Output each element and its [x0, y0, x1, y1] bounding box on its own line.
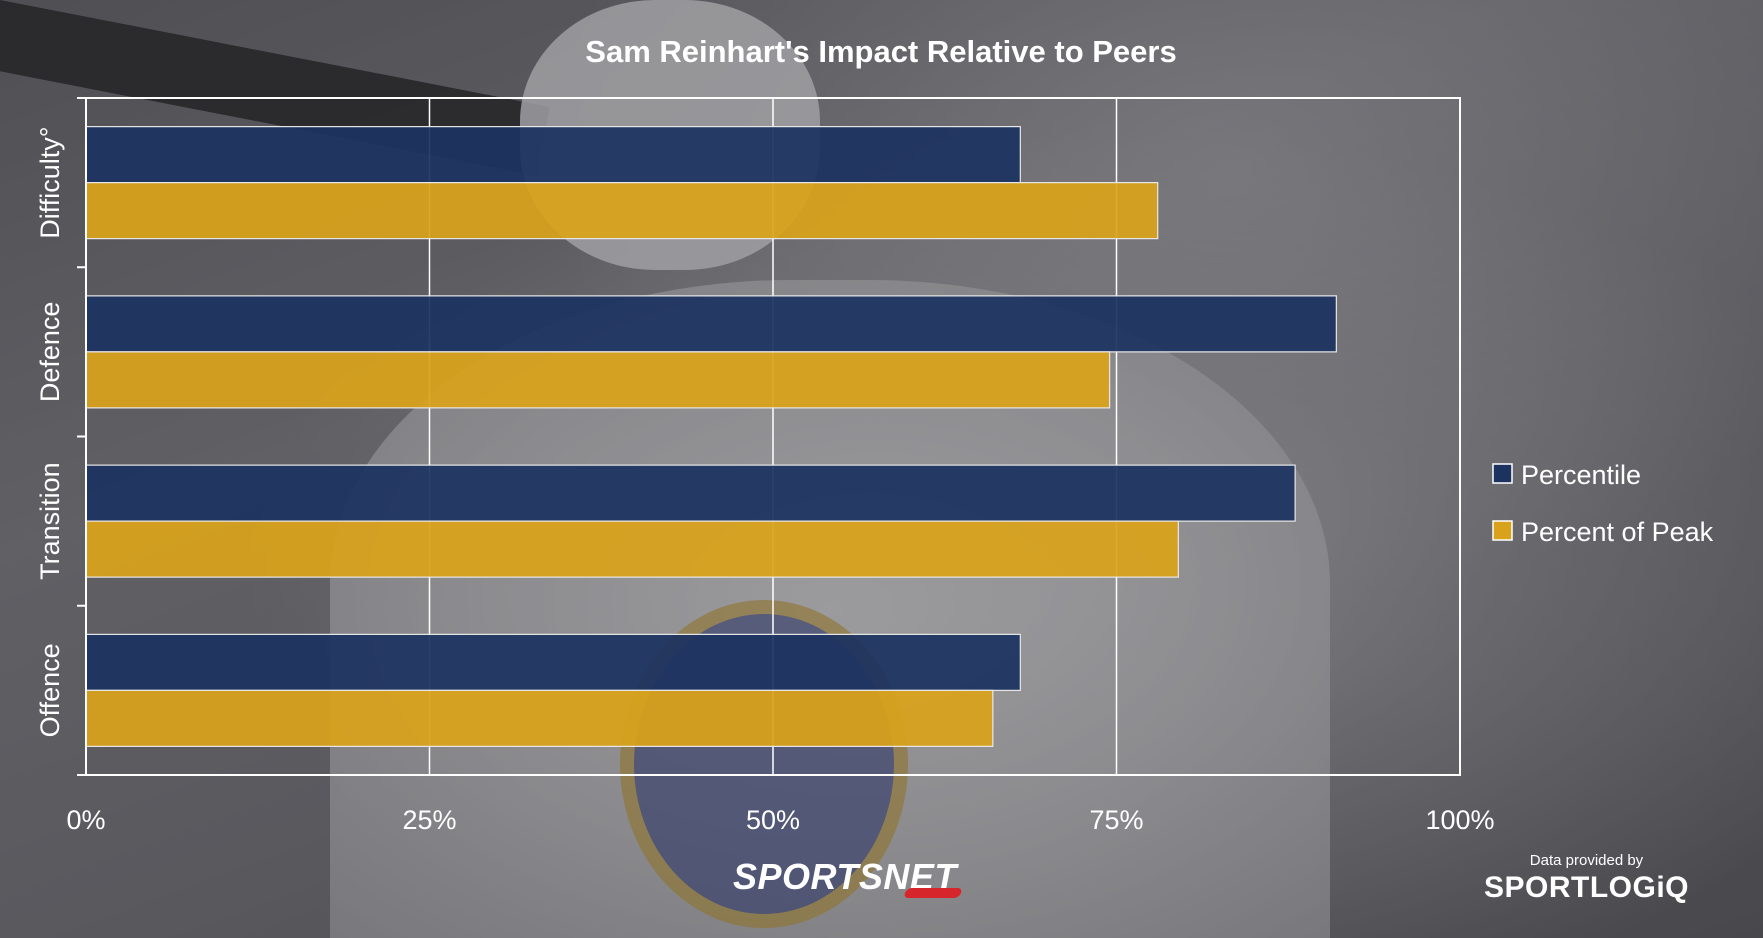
bar-percentile — [85, 295, 1337, 353]
axis-layer: 0% 25% 50% 75% 100% Difficulty° Defence Transit… — [35, 97, 1495, 835]
sportsnet-logo-mark — [903, 888, 963, 898]
bar-percentile — [85, 633, 1021, 691]
chart-title: Sam Reinhart's Impact Relative to Peers — [585, 34, 1176, 69]
category-label: Transition — [35, 462, 65, 580]
legend: Percentile Percent of Peak — [1492, 460, 1714, 547]
x-tick-label: 50% — [746, 805, 800, 835]
category-label: Defence — [35, 302, 65, 403]
sportlogiq-logo: SPORTLOGiQ — [1483, 871, 1689, 904]
bar-percent-of-peak — [85, 182, 1159, 240]
x-tick-label: 100% — [1425, 805, 1494, 835]
legend-label: Percent of Peak — [1521, 517, 1714, 547]
data-credit-prefix: Data provided by — [1529, 852, 1644, 869]
legend-swatch — [1492, 520, 1513, 541]
data-credit: Data provided by SPORTLOGiQ — [1484, 852, 1689, 905]
x-tick-label: 25% — [402, 805, 456, 835]
bar-percentile — [85, 126, 1021, 184]
bar-percent-of-peak — [85, 351, 1111, 409]
category-label: Difficulty° — [35, 126, 65, 238]
bar-percent-of-peak — [85, 689, 994, 747]
bar-percentile — [85, 464, 1296, 522]
bars-layer — [85, 126, 1337, 747]
legend-label: Percentile — [1521, 460, 1641, 490]
legend-swatch — [1492, 463, 1513, 484]
category-label: Offence — [35, 643, 65, 737]
x-tick-label: 75% — [1089, 805, 1143, 835]
bar-percent-of-peak — [85, 520, 1179, 578]
x-tick-label: 0% — [66, 805, 105, 835]
